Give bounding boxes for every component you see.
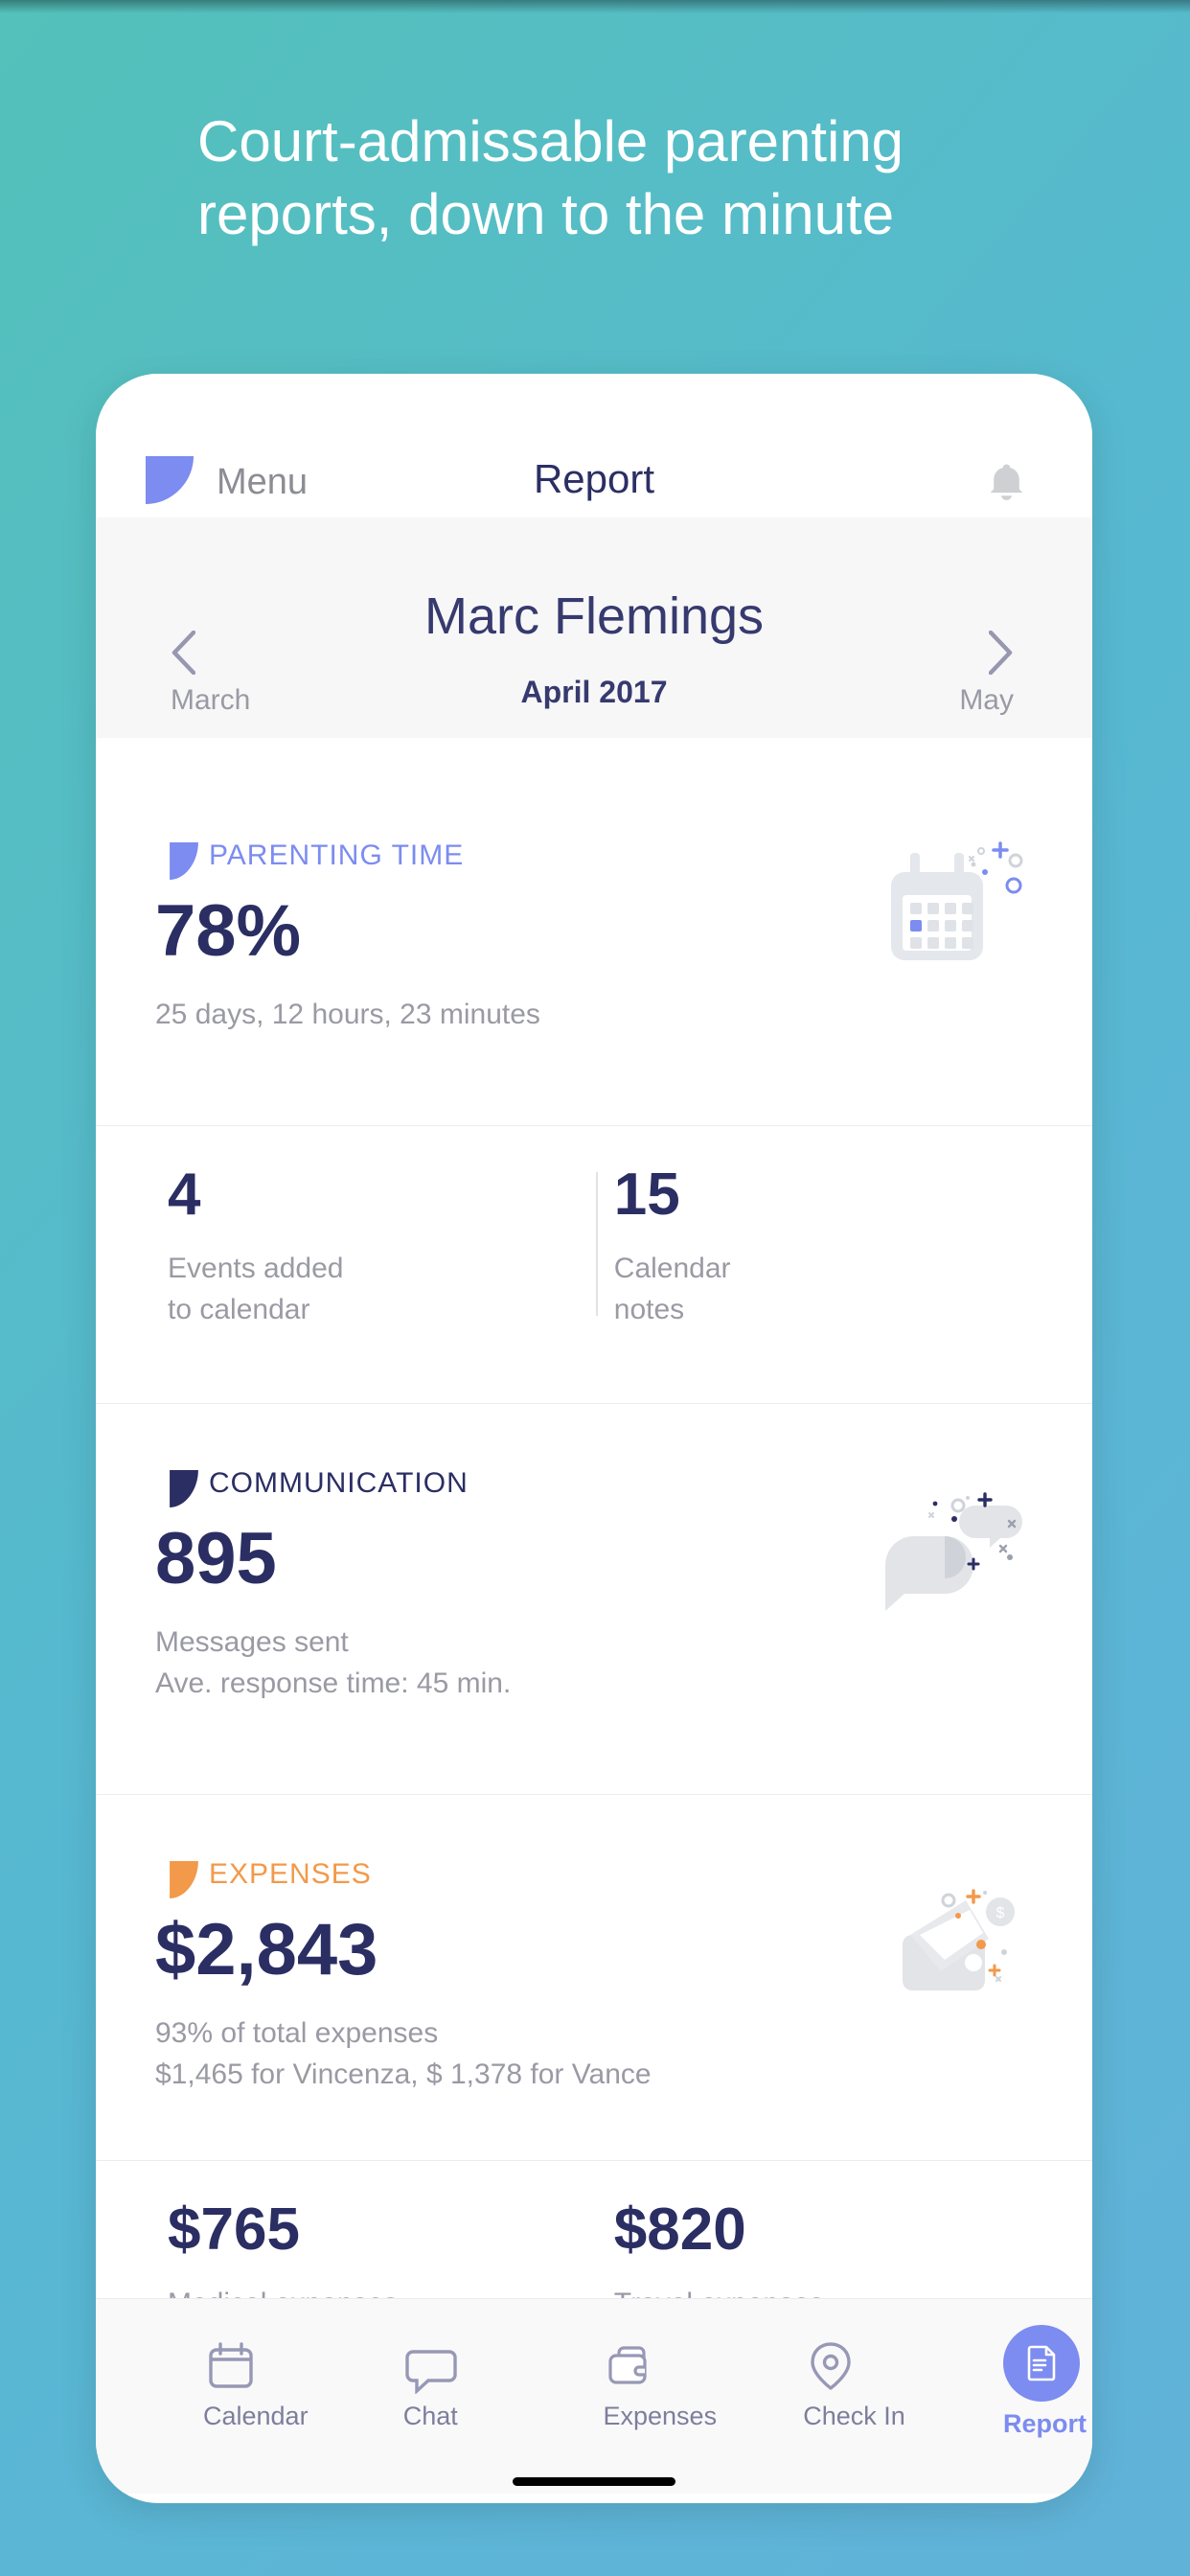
svg-text:$: $ [996, 1905, 1005, 1921]
